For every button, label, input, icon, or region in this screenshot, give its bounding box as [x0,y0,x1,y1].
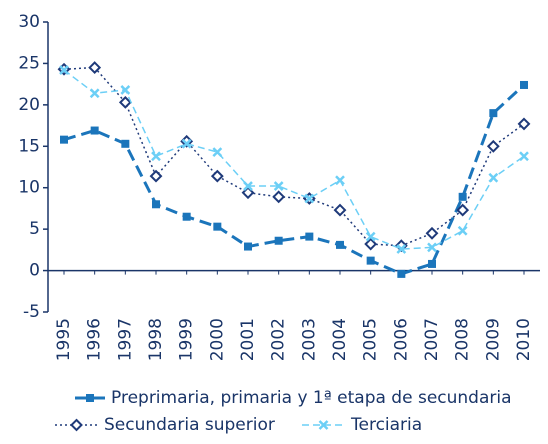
marker [365,231,376,242]
x-tick-label: 2007 [422,318,442,361]
x-tick-label: 2003 [299,318,319,361]
marker [59,65,69,75]
marker [274,236,283,245]
x-tick-label: 2001 [238,318,258,361]
y-tick-label: 30 [18,12,40,32]
marker [181,138,192,149]
marker [90,126,99,135]
y-tick-label: -5 [23,302,40,322]
marker [425,226,439,240]
legend-marker [70,418,83,432]
marker [366,256,375,265]
x-tick-label: 1997 [115,318,135,361]
y-tick-label: 20 [18,95,40,115]
x-tick-label: 2004 [330,318,350,361]
marker [486,139,500,153]
x-tick-label: 2006 [391,318,411,361]
marker [273,181,284,191]
y-tick-label: 10 [18,178,40,198]
x-tick-label: 2005 [361,318,381,361]
legend-marker [318,420,329,430]
legend-label: Secundaria superior [104,415,275,435]
marker [182,212,191,221]
x-tick-label: 2002 [269,318,289,361]
marker [149,169,163,183]
marker [212,147,223,157]
x-tick-label: 1995 [54,318,74,361]
marker [304,193,315,204]
marker [272,190,286,204]
marker [458,192,467,201]
marker [336,240,344,249]
marker [333,203,347,217]
marker [118,95,132,109]
x-tick-label: 2008 [453,318,473,361]
y-tick-label: 25 [18,53,40,73]
x-tick-label: 2000 [207,318,227,361]
series-line [63,66,525,247]
marker [305,232,314,241]
y-tick-label: 0 [29,261,40,281]
legend-label: Terciaria [350,415,422,435]
series-line [63,69,525,250]
x-tick-label: 1999 [177,318,197,361]
marker [244,242,252,251]
x-tick-label: 2010 [514,318,534,361]
marker [335,175,345,186]
marker [121,139,130,148]
marker [89,88,100,99]
x-tick-label: 1998 [146,318,166,361]
marker [210,169,224,183]
x-tick-label: 2009 [483,318,503,361]
marker [517,117,531,131]
marker [520,80,528,89]
marker [489,109,498,118]
series-line [63,83,526,276]
marker [364,237,378,251]
marker [151,151,161,162]
marker [519,151,529,162]
marker [396,244,407,254]
marker [457,225,468,236]
marker [427,242,437,253]
marker [397,269,406,278]
legend-label: Preprimaria, primaria y 1ª etapa de secu… [111,388,512,408]
y-tick-label: 15 [18,136,40,156]
marker [488,172,499,183]
marker [152,200,160,209]
x-tick-label: 1996 [85,318,105,361]
marker [243,181,253,191]
marker [120,85,131,95]
marker [428,259,436,268]
marker [213,222,222,231]
marker [456,203,470,217]
marker [60,135,68,144]
y-tick-label: 5 [29,219,40,239]
legend-marker [86,394,94,402]
marker [88,61,102,74]
